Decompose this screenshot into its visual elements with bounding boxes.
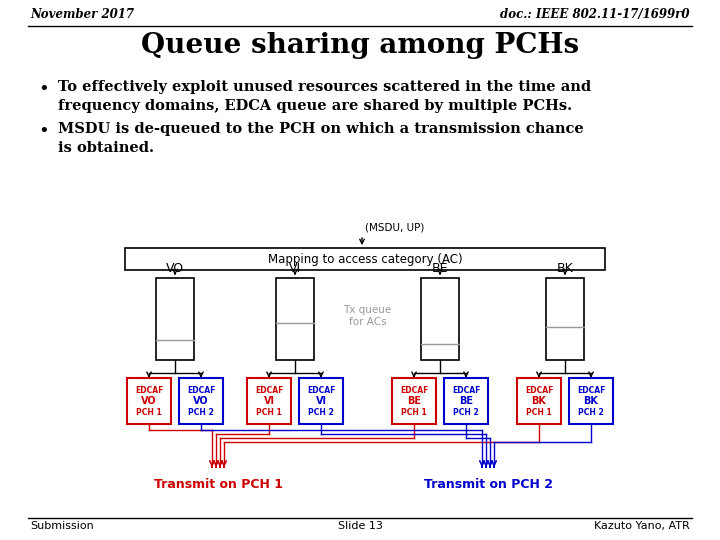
Text: Tx queue
for ACs: Tx queue for ACs [343, 305, 392, 327]
Text: Transmit on PCH 1: Transmit on PCH 1 [153, 478, 282, 491]
Text: doc.: IEEE 802.11-17/1699r0: doc.: IEEE 802.11-17/1699r0 [500, 8, 690, 21]
Text: •: • [38, 122, 49, 140]
Bar [127, 378, 171, 424]
Text: VI: VI [315, 396, 326, 406]
Text: VI: VI [289, 262, 301, 275]
Text: VO: VO [141, 396, 157, 406]
Text: VO: VO [193, 396, 209, 406]
Bar [421, 278, 459, 360]
Text: BE: BE [459, 396, 473, 406]
Text: BE: BE [407, 396, 421, 406]
Text: MSDU is de-queued to the PCH on which a transmission chance: MSDU is de-queued to the PCH on which a … [58, 122, 584, 136]
Text: Queue sharing among PCHs: Queue sharing among PCHs [141, 32, 579, 59]
Text: Slide 13: Slide 13 [338, 521, 382, 531]
Text: PCH 1: PCH 1 [136, 408, 162, 417]
Text: VO: VO [166, 262, 184, 275]
Bar [125, 248, 605, 270]
Bar [444, 378, 488, 424]
Text: PCH 1: PCH 1 [401, 408, 427, 417]
Text: Submission: Submission [30, 521, 94, 531]
Text: EDCAF: EDCAF [400, 386, 428, 395]
Text: EDCAF: EDCAF [186, 386, 215, 395]
Text: BE: BE [432, 262, 449, 275]
Text: BK: BK [557, 262, 573, 275]
Bar [179, 378, 223, 424]
Bar [392, 378, 436, 424]
Text: Kazuto Yano, ATR: Kazuto Yano, ATR [594, 521, 690, 531]
Text: EDCAF: EDCAF [255, 386, 283, 395]
Text: PCH 2: PCH 2 [188, 408, 214, 417]
Text: (MSDU, UP): (MSDU, UP) [365, 223, 424, 233]
Text: EDCAF: EDCAF [135, 386, 163, 395]
Text: Transmit on PCH 2: Transmit on PCH 2 [423, 478, 552, 491]
Text: EDCAF: EDCAF [577, 386, 606, 395]
Text: PCH 1: PCH 1 [256, 408, 282, 417]
Text: PCH 1: PCH 1 [526, 408, 552, 417]
Bar [546, 278, 584, 360]
Text: PCH 2: PCH 2 [578, 408, 604, 417]
Text: BK: BK [584, 396, 598, 406]
Text: is obtained.: is obtained. [58, 141, 154, 155]
Text: PCH 2: PCH 2 [453, 408, 479, 417]
Bar [247, 378, 291, 424]
Bar [156, 278, 194, 360]
Text: BK: BK [531, 396, 546, 406]
Bar [299, 378, 343, 424]
Text: Mapping to access category (AC): Mapping to access category (AC) [268, 253, 462, 266]
Text: November 2017: November 2017 [30, 8, 134, 21]
Bar [517, 378, 561, 424]
Text: frequency domains, EDCA queue are shared by multiple PCHs.: frequency domains, EDCA queue are shared… [58, 99, 572, 113]
Text: To effectively exploit unused resources scattered in the time and: To effectively exploit unused resources … [58, 80, 591, 94]
Bar [276, 278, 314, 360]
Text: PCH 2: PCH 2 [308, 408, 334, 417]
Text: EDCAF: EDCAF [525, 386, 553, 395]
Text: EDCAF: EDCAF [452, 386, 480, 395]
Text: EDCAF: EDCAF [307, 386, 336, 395]
Bar [569, 378, 613, 424]
Text: •: • [38, 80, 49, 98]
Text: VI: VI [264, 396, 274, 406]
